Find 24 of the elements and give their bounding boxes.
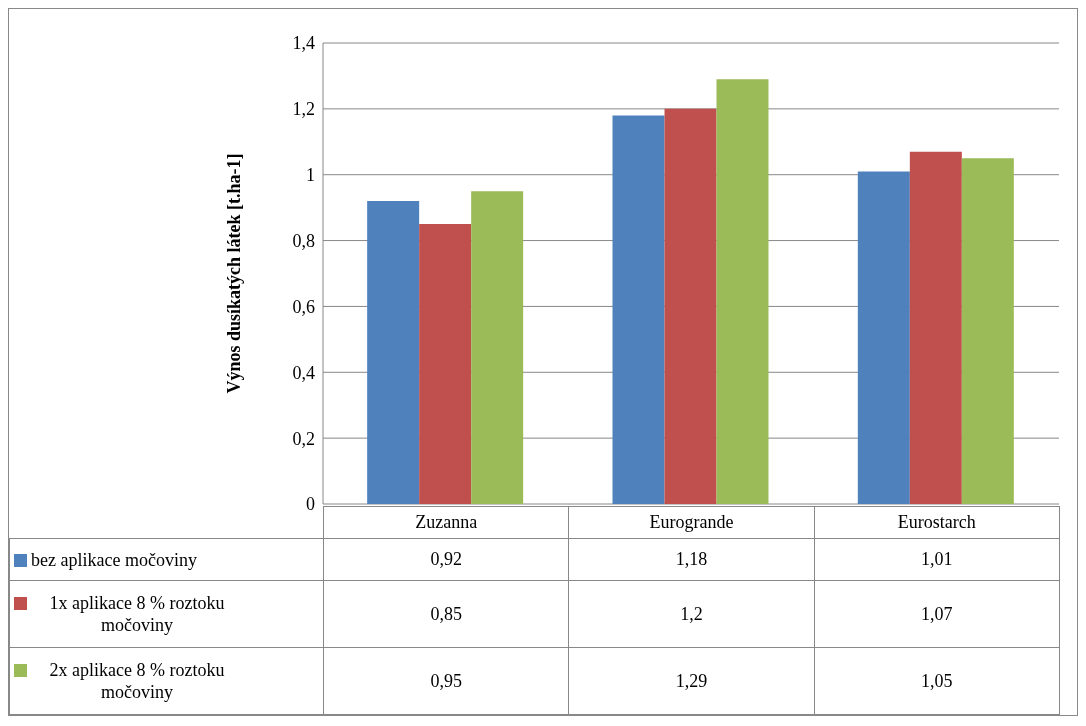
x-tick-label: Eurostarch: [814, 506, 1060, 539]
data-label: 1,01: [814, 538, 1060, 581]
x-tick-label: Zuzanna: [323, 506, 569, 539]
legend-label: 1x aplikace 8 % roztoku močoviny: [48, 592, 226, 636]
data-label: 0,95: [323, 647, 569, 715]
y-tick-label: 1: [306, 165, 315, 186]
y-tick-label: 1,4: [292, 33, 315, 54]
y-axis-title: Výnos dusíkatých látek [t.ha-1]: [224, 153, 245, 394]
data-label: 1,29: [568, 647, 815, 715]
data-label: 1,18: [568, 538, 815, 581]
y-tick-label: 0,8: [292, 230, 315, 251]
data-label: 1,05: [814, 647, 1060, 715]
y-tick-label: 0: [306, 494, 315, 515]
legend-label: bez aplikace močoviny: [31, 548, 197, 571]
data-label: 1,2: [568, 580, 815, 648]
data-label: 0,92: [323, 538, 569, 581]
data-label: 1,07: [814, 580, 1060, 648]
y-tick-label: 0,4: [292, 362, 315, 383]
x-tick-label: Eurogrande: [568, 506, 815, 539]
y-tick-label: 0,6: [292, 296, 315, 317]
y-tick-label: 1,2: [292, 99, 315, 120]
data-label: 0,85: [323, 580, 569, 648]
y-tick-label: 0,2: [292, 428, 315, 449]
legend-label: 2x aplikace 8 % roztoku močoviny: [48, 659, 226, 703]
